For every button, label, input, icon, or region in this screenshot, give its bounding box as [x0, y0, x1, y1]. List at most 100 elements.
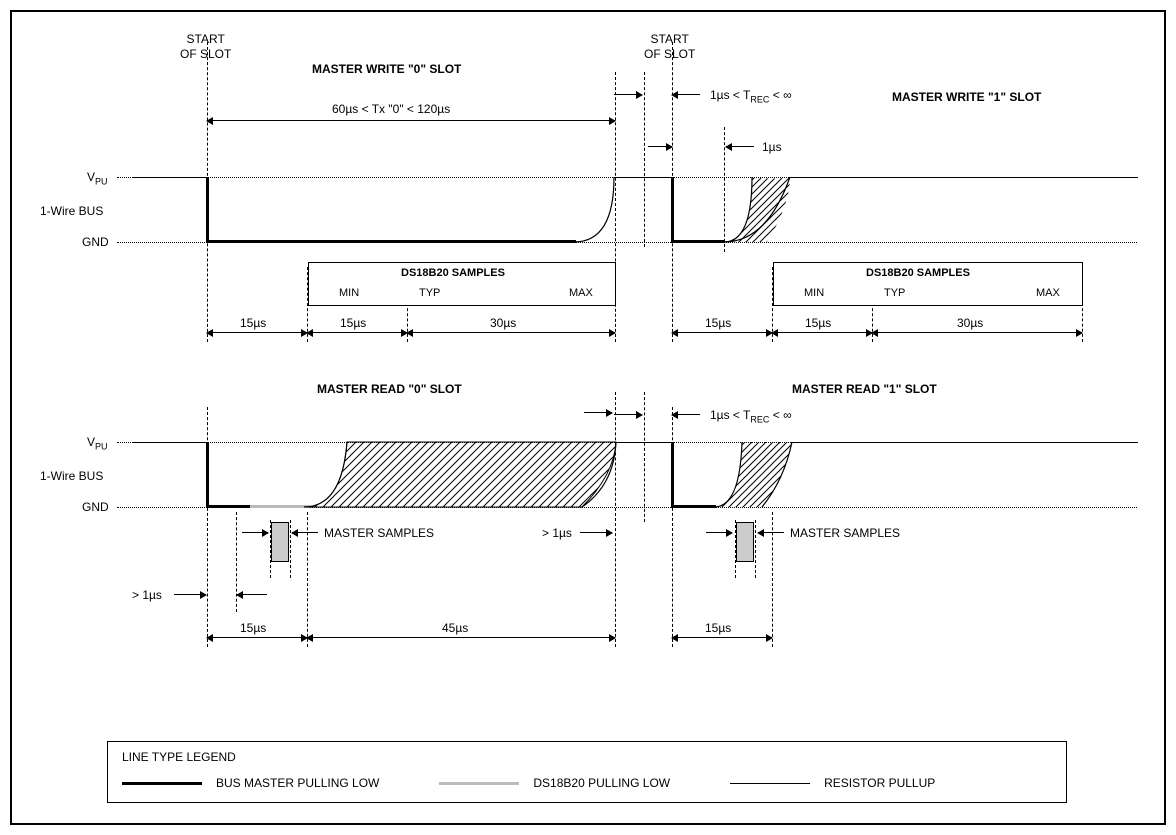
write1-title: MASTER WRITE "1" SLOT [892, 90, 1041, 104]
w1-high [788, 177, 1138, 178]
master-sample-box-r0 [271, 522, 289, 562]
legend-title: LINE TYPE LEGEND [122, 750, 1052, 764]
read1-title: MASTER READ "1" SLOT [792, 382, 937, 396]
r0-master-low [206, 505, 251, 508]
w0-fall [206, 177, 209, 242]
t15-r1 [672, 637, 772, 638]
legend-master-label: BUS MASTER PULLING LOW [216, 776, 379, 790]
w0-to-gap-high [614, 177, 644, 178]
t15-w1-b-lbl: 15µs [805, 316, 831, 330]
legend-ds-label: DS18B20 PULLING LOW [533, 776, 670, 790]
r0-pre-high [132, 442, 207, 443]
gt1-arrow-r0 [174, 594, 206, 595]
min-w1: MIN [804, 287, 824, 299]
t30-w1-lbl: 30µs [957, 316, 983, 330]
legend-ds-line [439, 782, 519, 785]
trec-arrow-left-w [614, 94, 642, 95]
timing-diagram: STARTOF SLOT STARTOF SLOT MASTER WRITE "… [10, 10, 1166, 825]
legend-master-line [122, 782, 202, 785]
r1-fall [671, 442, 674, 507]
vpu-label-write: VPU [87, 170, 108, 186]
t15-w0-a-lbl: 15µs [240, 316, 266, 330]
samples-box-w0: DS18B20 SAMPLES MIN TYP MAX [308, 262, 616, 306]
bus-label-write: 1-Wire BUS [40, 204, 103, 218]
t45-r0-lbl: 45µs [442, 621, 468, 635]
dash-r-gap [644, 392, 645, 522]
t30-w0 [407, 332, 615, 333]
legend-ds: DS18B20 PULLING LOW [439, 776, 670, 790]
read0-title: MASTER READ "0" SLOT [317, 382, 462, 396]
dash-r2-sample-r [755, 520, 756, 578]
r0-gap-high [615, 442, 672, 443]
t15-w0-b [307, 332, 407, 333]
r1-rise-hatch [712, 440, 794, 509]
r0-fall [206, 442, 209, 507]
t15-w1-a [672, 332, 772, 333]
legend-pullup-line [730, 783, 810, 784]
write0-title: MASTER WRITE "0" SLOT [312, 62, 461, 76]
max-w0: MAX [569, 287, 593, 299]
ms-arrow-r0-r [292, 532, 318, 533]
r0-ds-low [250, 505, 310, 508]
dash-r-slot1-end [615, 392, 616, 647]
ms-arrow-r1-r [758, 532, 784, 533]
t15-r0 [207, 637, 307, 638]
t45-r0 [307, 637, 615, 638]
trec-arrow-right-r [672, 414, 700, 415]
r1-high [790, 442, 1138, 443]
t15-r1-lbl: 15µs [705, 621, 731, 635]
w1-low [671, 240, 725, 243]
vpu-label-read: VPU [87, 435, 108, 451]
master-sample-box-r1 [736, 522, 754, 562]
ms-arrow-r0-l [242, 532, 268, 533]
gt1-label-r0: > 1µs [132, 588, 162, 602]
max-w1: MAX [1036, 287, 1060, 299]
r0-hatch [302, 440, 618, 509]
gt1-r0-pre-lbl: > 1µs [542, 526, 572, 540]
min-w0: MIN [339, 287, 359, 299]
w0-pre-high [132, 177, 207, 178]
one-us-label: 1µs [762, 140, 782, 154]
trec-label-r: 1µs < TREC < ∞ [710, 408, 792, 424]
w1-fall [671, 177, 674, 242]
w0-low [206, 240, 576, 243]
gt1-arrow-r0b [237, 594, 267, 595]
ms-arrow-r1-l [706, 532, 732, 533]
ms-label-r1: MASTER SAMPLES [790, 526, 900, 540]
t15-r0-lbl: 15µs [240, 621, 266, 635]
dash-gap-top [644, 72, 645, 247]
legend-pullup: RESISTOR PULLUP [730, 776, 935, 790]
one-us-arrow-right [726, 146, 754, 147]
one-us-arrow-left [648, 146, 672, 147]
gnd-label-write: GND [82, 235, 109, 249]
tx0-range-label: 60µs < Tx "0" < 120µs [332, 102, 450, 116]
t15-w1-b [772, 332, 872, 333]
gt1-arrow-r0-l [584, 412, 612, 413]
samples-title-w1: DS18B20 SAMPLES [866, 267, 970, 279]
start-of-slot-label-1: STARTOF SLOT [180, 32, 231, 62]
gap-high-w [644, 177, 672, 178]
t30-w0-lbl: 30µs [490, 316, 516, 330]
start-of-slot-label-2: STARTOF SLOT [644, 32, 695, 62]
t15-w0-b-lbl: 15µs [340, 316, 366, 330]
t15-w1-a-lbl: 15µs [705, 316, 731, 330]
tx0-range-arrow [207, 120, 615, 121]
bus-label-read: 1-Wire BUS [40, 469, 103, 483]
legend-pullup-label: RESISTOR PULLUP [824, 776, 935, 790]
trec-arrow-left-r [614, 414, 642, 415]
typ-w1: TYP [884, 287, 905, 299]
samples-box-w1: DS18B20 SAMPLES MIN TYP MAX [773, 262, 1083, 306]
t15-w0-a [207, 332, 307, 333]
trec-arrow-right-w [672, 94, 700, 95]
legend-box: LINE TYPE LEGEND BUS MASTER PULLING LOW … [107, 741, 1067, 803]
w1-rise-hatch [722, 175, 792, 244]
ms-label-r0: MASTER SAMPLES [324, 526, 434, 540]
r1-low [671, 505, 716, 508]
legend-master: BUS MASTER PULLING LOW [122, 776, 379, 790]
typ-w0: TYP [419, 287, 440, 299]
trec-label-w: 1µs < TREC < ∞ [710, 88, 792, 104]
t30-w1 [872, 332, 1082, 333]
gnd-label-read: GND [82, 500, 109, 514]
w0-rise-curve [572, 175, 617, 244]
samples-title-w0: DS18B20 SAMPLES [401, 267, 505, 279]
